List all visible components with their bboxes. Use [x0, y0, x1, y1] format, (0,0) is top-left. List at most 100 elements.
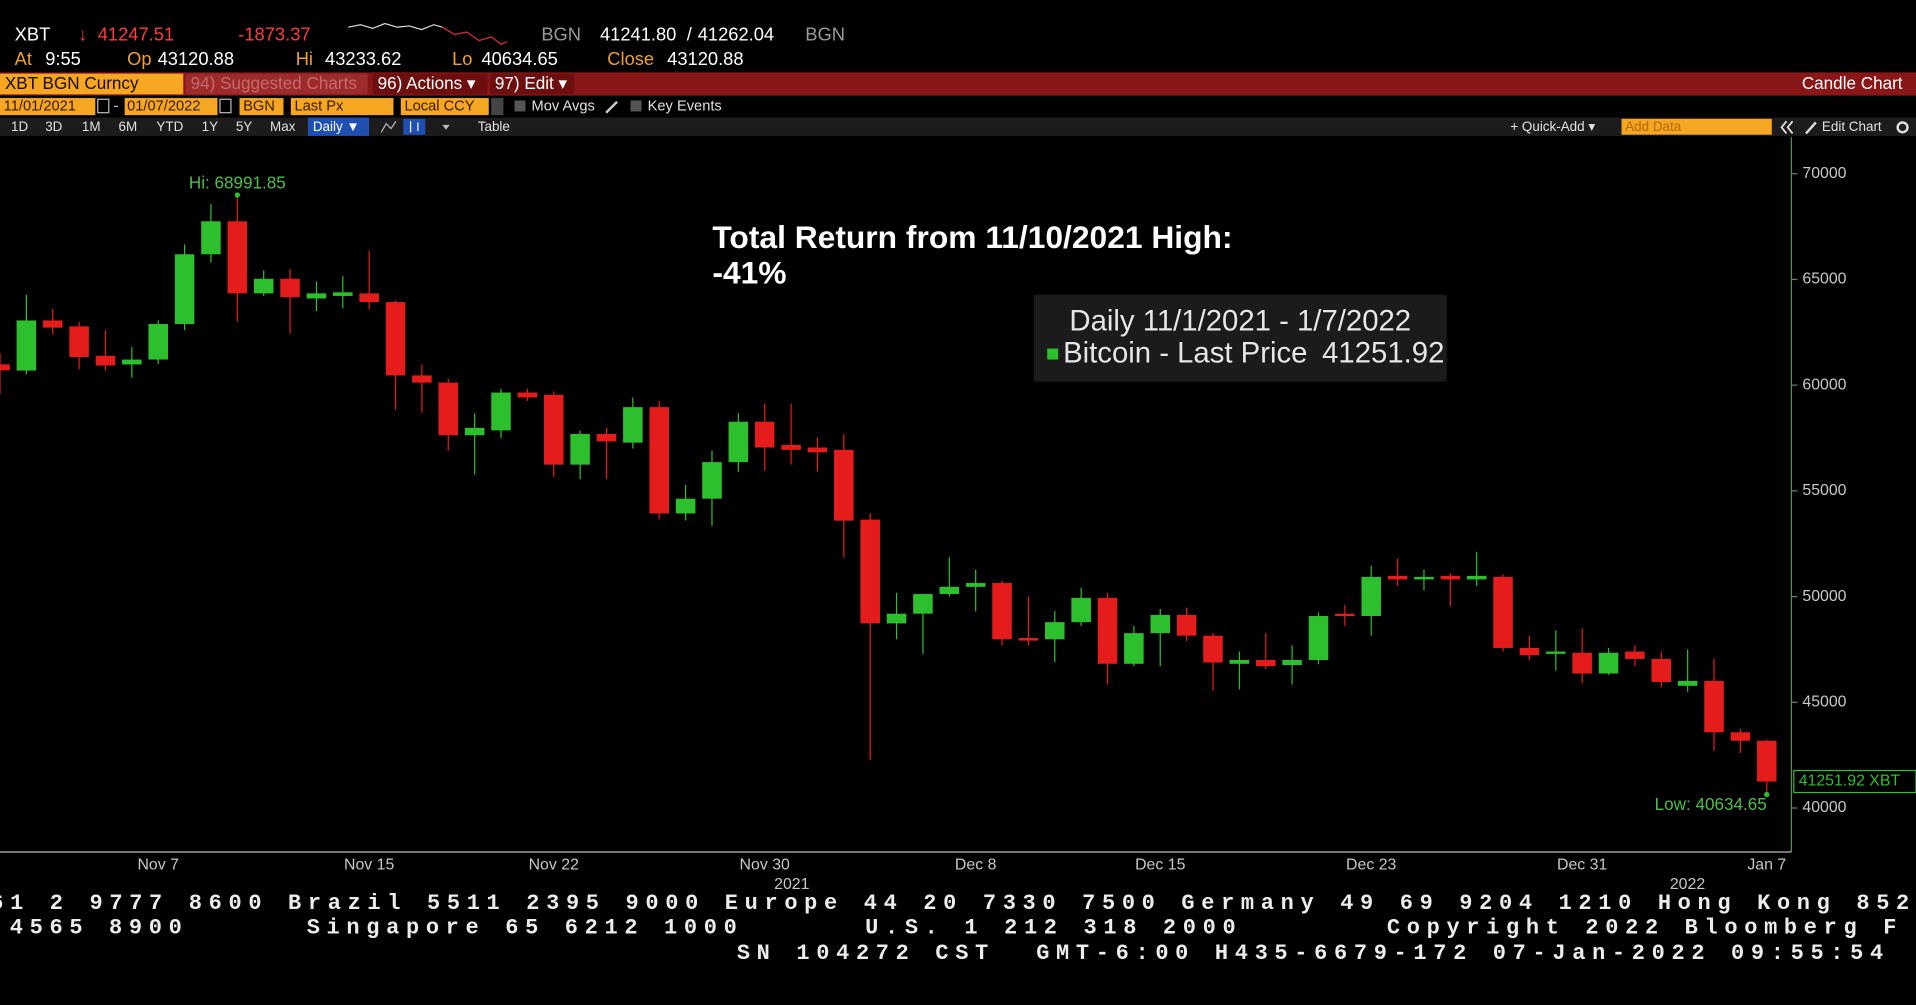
range-bar: [0, 117, 1916, 136]
candle-body: [69, 326, 89, 358]
candle-body: [491, 392, 511, 431]
field-input[interactable]: [290, 98, 394, 116]
line-icon[interactable]: [380, 120, 397, 133]
legend-value: 41251.92: [1322, 336, 1444, 369]
x-tick-label: Jan 7: [1747, 857, 1786, 874]
candle-icon[interactable]: [403, 118, 426, 135]
dropdown-arrow[interactable]: [491, 98, 504, 116]
field-value[interactable]: Last Px: [294, 98, 344, 114]
candle-body: [201, 221, 221, 255]
label: Close: [607, 48, 654, 69]
end-date[interactable]: 01/07/2022: [127, 98, 200, 114]
candle-body: [122, 359, 142, 365]
range-button[interactable]: 1M: [82, 119, 101, 134]
range-button[interactable]: 3D: [45, 119, 62, 134]
checkbox[interactable]: [630, 100, 642, 112]
candle-body: [1677, 680, 1698, 686]
source-value[interactable]: BGN: [243, 98, 275, 114]
low: 40634.65: [481, 48, 557, 69]
collapse-icon[interactable]: [1780, 120, 1794, 135]
add-data[interactable]: Add Data: [1625, 119, 1682, 134]
label: Hi: [296, 48, 313, 69]
high-marker: [234, 192, 241, 198]
range-button[interactable]: 1Y: [202, 119, 218, 134]
candle-body: [1730, 732, 1751, 741]
add-data-input[interactable]: [1621, 118, 1772, 135]
menu-item[interactable]: 94) Suggested Charts: [191, 74, 357, 93]
table-button[interactable]: Table: [478, 119, 510, 134]
last-price-tag: [1793, 769, 1916, 794]
currency-input[interactable]: [400, 98, 489, 116]
candle-body: [939, 586, 960, 595]
period[interactable]: Daily ▼: [313, 119, 360, 134]
footer-text: SN 104272 CST: [737, 941, 995, 966]
dropdown-arrow[interactable]: [442, 124, 450, 130]
net-change: -1873.37: [238, 24, 310, 45]
footer-text: 4565 8900: [10, 916, 189, 941]
chart-kind: Candle Chart: [1802, 74, 1903, 93]
menu-button[interactable]: [372, 73, 488, 95]
checkbox[interactable]: [514, 100, 526, 112]
quick-add[interactable]: + Quick-Add ▾: [1510, 119, 1595, 134]
candle-body: [1625, 651, 1645, 659]
candle-body: [438, 382, 459, 436]
legend: [1033, 294, 1447, 382]
range-button[interactable]: 5Y: [236, 119, 252, 134]
menu-item[interactable]: 96) Actions ▾: [378, 74, 476, 93]
candle-body: [1361, 576, 1381, 617]
annotation: -41%: [712, 255, 786, 291]
calendar-icon[interactable]: [219, 98, 232, 114]
ticker: XBT: [15, 24, 51, 45]
menu-button[interactable]: [185, 73, 368, 95]
bid: 41241.80: [600, 24, 676, 45]
period-button[interactable]: [307, 117, 370, 136]
menu-item[interactable]: 97) Edit ▾: [495, 74, 568, 93]
candle-body: [1546, 651, 1566, 654]
security-input[interactable]: [0, 73, 184, 95]
date-input[interactable]: [0, 98, 96, 116]
source-input[interactable]: [239, 98, 284, 116]
candle-body: [464, 427, 485, 436]
menu-button[interactable]: [489, 73, 575, 95]
low-label: Low: 40634.65: [1655, 795, 1767, 814]
x-tick-label: Dec 23: [1346, 857, 1396, 874]
candle-body: [675, 498, 696, 514]
chart: 40000 45000 50000 55000 60000 65000 70000 Nov 7…: [0, 137, 1916, 893]
candle-body: [148, 324, 168, 360]
x-tick-label: Nov 30: [740, 857, 790, 874]
source: BGN: [805, 24, 845, 45]
edit-chart[interactable]: Edit Chart: [1822, 119, 1882, 134]
range-button[interactable]: 1D: [11, 119, 28, 134]
y-tick-label: 70000: [1802, 165, 1846, 182]
option[interactable]: Mov Avgs: [532, 98, 595, 114]
label: Op: [127, 48, 151, 69]
range-button[interactable]: 6M: [119, 119, 138, 134]
candle-body: [174, 254, 195, 325]
range-button[interactable]: YTD: [156, 119, 183, 134]
candle-body: [1519, 647, 1540, 656]
candle-body: [1414, 576, 1434, 580]
x-tick-label: Nov 15: [344, 857, 394, 874]
date-input[interactable]: [124, 98, 218, 116]
pencil-icon[interactable]: [605, 100, 618, 114]
candle-body: [1124, 633, 1144, 664]
start-date[interactable]: 11/01/2021: [4, 98, 76, 114]
footer-text: Copyright 2022 Bloomberg F: [1387, 916, 1903, 941]
footer-text: U.S. 1 212 318 2000: [865, 916, 1242, 941]
low-marker: [1764, 791, 1770, 798]
candle-body: [1387, 575, 1408, 580]
y-tick-label: 60000: [1802, 376, 1846, 393]
source: BGN: [541, 24, 581, 45]
label: Lo: [452, 48, 472, 69]
settings-icon[interactable]: [1896, 121, 1909, 134]
ask: 41262.04: [698, 24, 774, 45]
range-button[interactable]: Max: [270, 119, 296, 134]
currency-value[interactable]: Local CCY: [404, 98, 474, 114]
pencil-icon[interactable]: [1805, 121, 1817, 135]
option[interactable]: Key Events: [648, 98, 722, 114]
calendar-icon[interactable]: [97, 98, 110, 114]
candle-body: [1176, 614, 1197, 636]
security[interactable]: XBT BGN Curncy: [5, 74, 139, 93]
